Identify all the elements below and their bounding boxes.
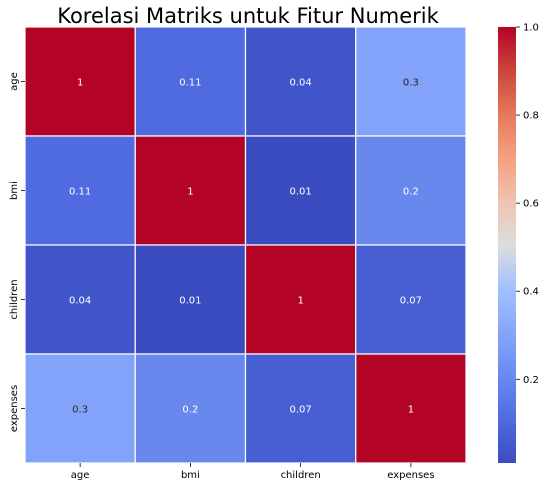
chart-title: Korelasi Matriks untuk Fitur Numerik xyxy=(57,4,439,28)
heatmap-cell-age-bmi xyxy=(134,26,247,137)
heatmap-cell-children-expenses xyxy=(355,244,467,355)
y-axis-ticks: age bmi children expenses xyxy=(9,72,25,432)
x-tick-label: children xyxy=(281,470,321,481)
cell-value-label: 0.2 xyxy=(403,187,419,198)
heatmap-cell-expenses-bmi xyxy=(134,353,247,464)
colorbar-tick-label: 1.0 xyxy=(523,23,539,34)
colorbar-tick-label: 0.4 xyxy=(523,287,539,298)
y-tick-label: children xyxy=(9,279,20,319)
cell-value-label: 1 xyxy=(297,296,303,307)
cell-value-label: 0.04 xyxy=(69,296,91,307)
y-tick-label: age xyxy=(9,72,20,91)
cell-value-label: 1 xyxy=(408,405,414,416)
colorbar-gradient xyxy=(498,27,516,463)
y-tick-label: bmi xyxy=(9,181,20,200)
cell-value-label: 0.2 xyxy=(182,405,198,416)
colorbar xyxy=(498,27,516,463)
heatmap-cell-age-expenses xyxy=(355,26,467,137)
heatmap-cell-bmi-age xyxy=(24,135,136,246)
colorbar-tick-label: 0.2 xyxy=(523,375,539,386)
cell-value-label: 0.07 xyxy=(400,296,422,307)
heatmap-cell-bmi-bmi xyxy=(134,135,247,246)
colorbar-tick-label: 0.6 xyxy=(523,199,539,210)
heatmap-cell-expenses-age xyxy=(24,353,136,464)
cell-value-label: 0.3 xyxy=(72,405,88,416)
heatmap-cell-age-age xyxy=(24,26,136,137)
cell-value-label: 0.04 xyxy=(289,78,311,89)
cell-value-label: 1 xyxy=(187,187,193,198)
cell-value-label: 0.11 xyxy=(69,187,91,198)
cell-value-label: 1 xyxy=(77,78,83,89)
heatmap-cell-bmi-expenses xyxy=(355,135,467,246)
heatmap-cell-children-bmi xyxy=(134,244,247,355)
cell-value-label: 0.3 xyxy=(403,78,419,89)
cell-value-label: 0.01 xyxy=(179,296,201,307)
heatmap-cell-expenses-expenses xyxy=(355,353,467,464)
x-tick-label: age xyxy=(71,470,90,481)
cell-value-label: 0.07 xyxy=(289,405,311,416)
y-tick-label: expenses xyxy=(9,385,20,432)
x-axis-ticks: age bmi children expenses xyxy=(71,463,435,481)
x-tick-label: bmi xyxy=(181,470,200,481)
heatmap-cell-labels: 1 0.11 0.04 0.3 0.11 1 0.01 0.2 0.04 0.01 1 0.07 0.3… xyxy=(69,78,422,416)
x-tick-label: expenses xyxy=(387,470,434,481)
cell-value-label: 0.11 xyxy=(179,78,201,89)
heatmap-cells xyxy=(24,26,467,464)
heatmap-cell-age-children xyxy=(244,26,357,137)
colorbar-ticks: 0.2 0.4 0.6 0.8 1.0 xyxy=(516,23,539,386)
cell-value-label: 0.01 xyxy=(289,187,311,198)
heatmap-cell-expenses-children xyxy=(244,353,357,464)
colorbar-tick-label: 0.8 xyxy=(523,111,539,122)
